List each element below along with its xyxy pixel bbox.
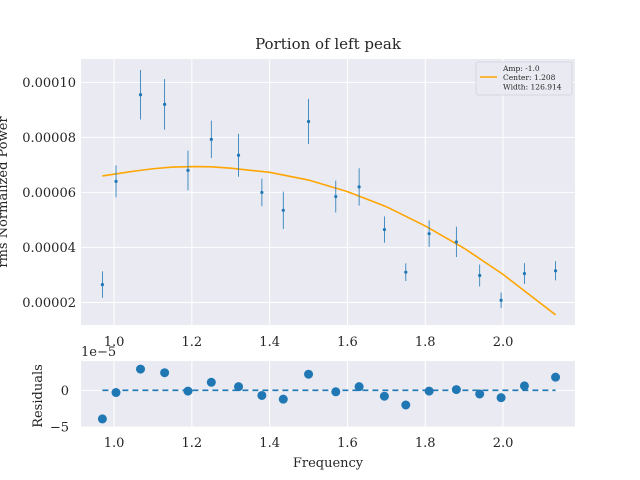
data-point xyxy=(357,185,361,189)
data-point xyxy=(499,298,503,302)
residual-point xyxy=(379,391,389,401)
residual-point xyxy=(160,368,170,378)
residuals-x-tick-label: 1.4 xyxy=(259,436,280,451)
legend-text-amp: Amp: -1.0 xyxy=(502,64,540,73)
top-y-tick-label: 0.00008 xyxy=(22,131,76,146)
top-y-tick-label: 0.00004 xyxy=(22,241,76,256)
residual-point xyxy=(424,386,434,396)
top-y-axis-label: rms Normalized Power xyxy=(0,116,11,268)
legend-box xyxy=(475,61,573,96)
data-point xyxy=(100,282,104,287)
top-y-tick-labels: 0.00002 0.00004 0.00006 0.00008 0.00010 xyxy=(22,76,76,311)
data-point xyxy=(236,153,241,157)
top-grid xyxy=(81,59,575,325)
model-curve xyxy=(102,165,557,316)
residual-point xyxy=(354,382,364,392)
residuals-offset-label: 1e−5 xyxy=(81,345,116,360)
x-axis-label: Frequency xyxy=(293,456,364,471)
residual-point xyxy=(304,369,314,379)
residual-point xyxy=(278,394,288,404)
data-point xyxy=(281,208,285,212)
residual-point xyxy=(331,387,341,397)
residuals-x-tick-label: 1.6 xyxy=(337,436,358,451)
residual-point xyxy=(257,390,267,400)
data-point xyxy=(404,270,408,274)
data-point xyxy=(478,273,482,278)
top-x-tick-label: 1.6 xyxy=(337,335,358,350)
top-panel: 1.0 1.2 1.4 1.6 1.8 2.0 0.00002 0.00004 0.00006… xyxy=(0,35,575,350)
residuals-x-tick-label: 1.2 xyxy=(182,436,203,451)
data-point xyxy=(427,232,431,236)
data-point xyxy=(382,227,387,232)
top-x-tick-label: 1.2 xyxy=(182,335,203,350)
residual-point xyxy=(451,385,461,395)
residual-point xyxy=(519,381,529,391)
chart-title: Portion of left peak xyxy=(255,35,402,53)
data-point xyxy=(522,271,527,276)
top-data-marks xyxy=(100,70,558,316)
residual-point xyxy=(97,414,107,424)
data-point xyxy=(186,168,190,173)
legend-text-center: Center: 1.208 xyxy=(503,73,556,82)
data-point xyxy=(334,194,338,199)
data-point xyxy=(209,137,213,141)
top-y-tick-label: 0.00002 xyxy=(22,296,76,311)
residual-point xyxy=(496,393,506,403)
residuals-x-tick-label: 1.8 xyxy=(415,436,436,451)
residuals-y-axis-label: Residuals xyxy=(31,364,46,428)
top-x-tick-label: 1.0 xyxy=(104,335,125,350)
data-point xyxy=(260,190,264,195)
residuals-y-tick-labels: −5 0 xyxy=(50,384,69,436)
data-point xyxy=(553,269,558,273)
top-x-tick-label: 1.4 xyxy=(259,335,280,350)
residual-point xyxy=(111,388,121,398)
residuals-x-tick-label: 2.0 xyxy=(493,436,514,451)
residual-point xyxy=(401,400,411,410)
residual-point xyxy=(136,364,146,374)
legend: Amp: -1.0 Center: 1.208 Width: 126.914 xyxy=(475,61,573,96)
residuals-y-tick-label: 0 xyxy=(61,384,69,399)
top-x-tick-labels: 1.0 1.2 1.4 1.6 1.8 2.0 xyxy=(104,335,514,350)
residuals-y-tick-label: −5 xyxy=(50,421,69,436)
data-point xyxy=(306,119,311,124)
top-x-tick-label: 1.8 xyxy=(415,335,436,350)
data-point xyxy=(454,240,458,244)
residual-point xyxy=(234,382,244,392)
data-point xyxy=(114,179,118,184)
residuals-x-tick-labels: 1.0 1.2 1.4 1.6 1.8 2.0 xyxy=(104,436,514,451)
residuals-x-tick-label: 1.0 xyxy=(104,436,125,451)
residual-point xyxy=(206,377,216,387)
bottom-panel: 1.0 1.2 1.4 1.6 1.8 2.0 −5 0 1e−5 Residuals Fr… xyxy=(31,345,575,471)
data-point xyxy=(163,102,167,106)
top-y-tick-label: 0.00006 xyxy=(22,186,76,201)
top-y-tick-label: 0.00010 xyxy=(22,76,76,91)
residual-point xyxy=(551,372,561,382)
residuals-data-marks xyxy=(97,364,561,424)
residual-point xyxy=(475,389,485,399)
residual-point xyxy=(183,386,193,396)
data-point xyxy=(138,93,143,97)
legend-text-width: Width: 126.914 xyxy=(503,83,562,92)
top-x-tick-label: 2.0 xyxy=(493,335,514,350)
